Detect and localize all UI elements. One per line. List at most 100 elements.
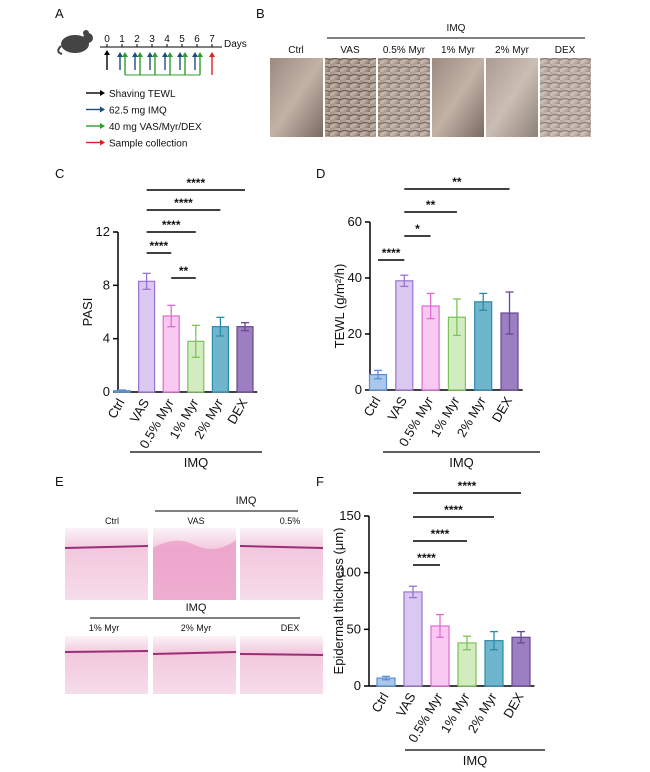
arrow-head [209, 52, 215, 57]
arrow-head [152, 52, 158, 57]
histology-image [240, 528, 323, 600]
panel-label: A [55, 6, 64, 21]
significance-label: **** [458, 479, 477, 493]
group-label: IMQ [449, 455, 474, 470]
arrow-head [104, 50, 110, 55]
group-label: IMQ [236, 495, 257, 507]
histology-image [240, 636, 323, 694]
y-tick-label: 12 [96, 224, 110, 239]
panel-label: E [55, 474, 64, 489]
error-bar [142, 272, 151, 290]
group-label: IMQ [186, 602, 207, 614]
y-tick-label: 20 [348, 326, 362, 341]
arrow-head [177, 52, 183, 57]
photo [378, 58, 430, 137]
arrow-head [132, 52, 138, 57]
y-axis-label: Epidermal thickness (μm) [331, 528, 346, 675]
photo [325, 58, 376, 137]
error-bar [490, 630, 498, 651]
bar [511, 636, 531, 687]
photo-label: Ctrl [288, 45, 304, 56]
day-label: 6 [194, 34, 200, 45]
significance-label: ** [179, 264, 189, 278]
error-bar [216, 316, 225, 337]
image-label: VAS [187, 516, 204, 526]
error-bar [426, 292, 435, 320]
image-label: DEX [281, 623, 300, 633]
error-bar [409, 585, 417, 599]
group-label: IMQ [463, 753, 488, 768]
significance-label: **** [417, 551, 436, 565]
arrow-head [197, 52, 203, 57]
x-tick-label: Ctrl [104, 396, 127, 421]
photo-label: DEX [555, 45, 576, 56]
significance-label: ** [426, 198, 436, 212]
photo [432, 58, 484, 137]
panel-label: B [256, 6, 265, 21]
error-bar [241, 322, 249, 332]
image-label: 0.5% [280, 516, 301, 526]
legend-text: 40 mg VAS/Myr/DEX [109, 122, 202, 133]
photo-label: VAS [340, 45, 360, 56]
bar [162, 315, 180, 393]
error-bar [374, 369, 382, 380]
significance-label: **** [162, 218, 181, 232]
day-label: 1 [119, 34, 125, 45]
arrow-head [162, 52, 168, 57]
day-label: 0 [104, 34, 110, 45]
error-bar [382, 675, 390, 681]
legend-text: 62.5 mg IMQ [109, 106, 167, 117]
photo-label: 2% Myr [495, 45, 530, 56]
image-label: 1% Myr [89, 623, 120, 633]
significance-label: **** [382, 246, 401, 260]
histology-image [65, 636, 148, 694]
x-tick-label: VAS [393, 690, 419, 719]
day-label: 3 [149, 34, 155, 45]
error-bar [452, 298, 461, 337]
bar [138, 280, 156, 393]
photo [486, 58, 538, 137]
x-tick-label: DEX [489, 394, 516, 425]
arrow-head [147, 52, 153, 57]
significance-label: **** [174, 196, 193, 210]
significance-label: **** [186, 176, 205, 190]
histology-images [64, 528, 324, 694]
x-tick-label: Ctrl [360, 394, 383, 419]
bar [236, 326, 254, 393]
histology-image [153, 636, 236, 694]
significance-label: **** [431, 527, 450, 541]
bar [395, 280, 414, 391]
error-bar [436, 613, 444, 638]
legend-head [100, 106, 105, 113]
photo [270, 58, 323, 137]
error-bar [463, 635, 471, 651]
arrow-head [122, 52, 128, 57]
y-tick-label: 150 [339, 508, 361, 523]
photo-row [270, 58, 591, 137]
arrow-head [117, 52, 123, 57]
x-tick-label: DEX [224, 396, 251, 427]
y-axis-label: TEWL (g/m²/h) [332, 264, 347, 349]
significance-label: **** [150, 239, 169, 253]
day-label: 4 [164, 34, 170, 45]
legend-head [100, 90, 105, 96]
x-tick-label: DEX [500, 690, 527, 721]
day-label: 5 [179, 34, 185, 45]
bar [403, 591, 423, 687]
image-label: 2% Myr [181, 623, 212, 633]
arrow-head [192, 52, 198, 57]
y-tick-label: 0 [103, 384, 110, 399]
error-bar [167, 304, 176, 328]
photo-label: 1% Myr [441, 45, 476, 56]
significance-label: * [415, 222, 420, 236]
significance-label: **** [444, 503, 463, 517]
mouse-icon [57, 30, 93, 55]
arrow-head [137, 52, 143, 57]
arrow-head [182, 52, 188, 57]
y-tick-label: 0 [355, 382, 362, 397]
x-tick-label: Ctrl [368, 690, 391, 715]
error-bar [505, 291, 514, 335]
significance-label: ** [452, 175, 462, 189]
bar [474, 301, 493, 391]
